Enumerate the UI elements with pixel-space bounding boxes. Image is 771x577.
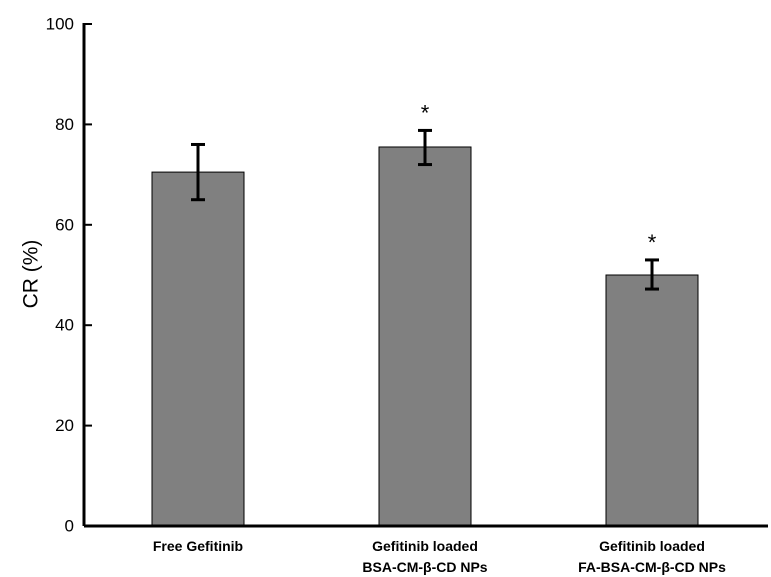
y-axis-label: CR (%) <box>20 240 43 309</box>
x-category-label-2-line-0: Gefitinib loaded <box>599 538 705 554</box>
x-category-label-1-line-0: Gefitinib loaded <box>372 538 478 554</box>
y-tick-label-60: 60 <box>55 215 74 234</box>
y-tick-label-40: 40 <box>55 316 74 335</box>
x-category-label-2-line-1: FA-BSA-CM-β-CD NPs <box>578 559 726 575</box>
significance-star-2: * <box>648 230 657 255</box>
bar-1 <box>378 146 472 527</box>
error-bar-1 <box>418 128 432 167</box>
x-category-label-0-line-0: Free Gefitinib <box>153 538 243 554</box>
significance-star-1: * <box>421 100 430 125</box>
significance-annotations: ** <box>421 100 657 255</box>
y-tick-label-0: 0 <box>65 517 74 536</box>
error-bars-group <box>191 128 659 291</box>
error-bar-0 <box>191 142 205 202</box>
bars-group <box>151 146 699 527</box>
x-category-label-1-line-1: BSA-CM-β-CD NPs <box>362 559 487 575</box>
bar-0 <box>151 171 245 527</box>
axes-group <box>82 23 768 528</box>
bar-2 <box>605 274 699 527</box>
x-labels-group: Free Gefitinib Gefitinib loaded BSA-CM-β-C… <box>153 538 726 575</box>
error-bar-2 <box>645 258 659 291</box>
y-tick-label-80: 80 <box>55 115 74 134</box>
y-tick-label-20: 20 <box>55 416 74 435</box>
y-ticks-group: 0 20 40 60 80 100 <box>46 15 92 536</box>
y-tick-label-100: 100 <box>46 15 74 34</box>
